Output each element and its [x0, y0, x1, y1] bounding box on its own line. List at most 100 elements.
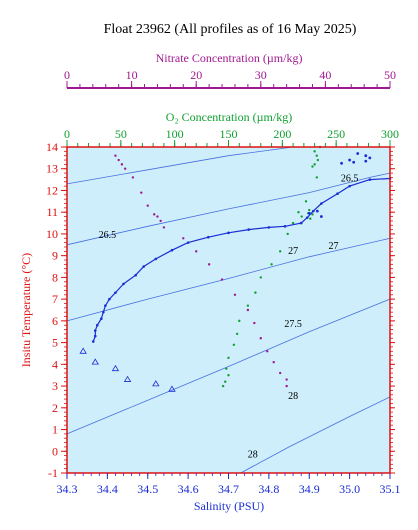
oxygen-tick-label: 100 — [166, 127, 184, 141]
salinity-point — [247, 228, 250, 231]
nitrate-tick-label: 10 — [126, 68, 138, 82]
salinity-point — [352, 160, 356, 164]
salinity-triangle-marker — [152, 380, 160, 387]
oxygen-point — [291, 221, 295, 225]
temperature-tick-label: 0 — [52, 444, 58, 458]
salinity-point — [368, 178, 372, 181]
salinity-axis-label: Salinity (PSU) — [194, 499, 264, 513]
salinity-triangle-marker — [91, 358, 99, 365]
temperature-tick-label: 8 — [52, 270, 58, 284]
oxygen-point — [309, 217, 312, 220]
salinity-point — [356, 152, 360, 155]
temperature-tick-label: 13 — [46, 162, 58, 176]
salinity-tick-label: 34.3 — [57, 482, 78, 496]
salinity-point — [186, 241, 190, 244]
salinity-point — [91, 340, 95, 343]
oxygen-point — [304, 200, 308, 203]
nitrate-point — [220, 278, 224, 281]
salinity-point — [315, 209, 319, 213]
oxygen-point — [224, 380, 227, 383]
density-label: 26.5 — [99, 230, 117, 241]
density-label: 27.5 — [284, 319, 302, 330]
salinity-point — [340, 161, 343, 165]
salinity-point — [267, 226, 271, 229]
oxygen-point — [238, 319, 241, 323]
oxygen-point — [259, 276, 262, 279]
salinity-tick-label: 34.6 — [178, 482, 199, 496]
salinity-axis: 34.3 34.4 34.5 34.6 34.7 34.8 34.9 35.0 35.1 — [57, 473, 401, 496]
density-label: 26.5 — [341, 173, 359, 184]
salinity-point — [134, 273, 137, 277]
salinity-point — [142, 265, 146, 268]
nitrate-tick-label: 0 — [64, 68, 70, 82]
temperature-tick-label: 7 — [52, 292, 58, 306]
salinity-triangle-marker — [111, 364, 120, 372]
salinity-point — [93, 334, 97, 338]
nitrate-point — [114, 154, 117, 157]
oxygen-point — [254, 291, 257, 294]
temperature-axis-label: Insitu Temperature (°C) — [19, 253, 33, 367]
density-contour — [240, 396, 391, 474]
salinity-profile-line — [92, 177, 391, 342]
density-contour — [66, 146, 294, 185]
nitrate-point — [195, 250, 198, 253]
oxygen-point — [311, 213, 314, 216]
temperature-tick-label: 2 — [52, 401, 58, 415]
oxygen-axis-label: O₂ Concentration (µm/kg) — [166, 110, 292, 124]
temperature-tick-label: 4 — [52, 357, 58, 371]
nitrate-point — [140, 191, 143, 194]
nitrate-point — [246, 308, 250, 312]
temperature-tick-label: 5 — [52, 336, 58, 350]
oxygen-axis: 0 50 100 150 200 250 300 — [64, 127, 399, 147]
nitrate-point — [156, 215, 159, 218]
nitrate-point — [182, 237, 185, 240]
density-label: 28 — [288, 391, 298, 402]
oxygen-point — [286, 232, 289, 236]
oxygen-point — [311, 165, 314, 168]
chart-title: Float 23962 (All profiles as of 16 May 2… — [104, 22, 357, 37]
temperature-tick-label: 1 — [52, 423, 58, 437]
oxygen-point — [270, 263, 273, 266]
oxygen-point — [232, 343, 236, 346]
salinity-point — [114, 291, 117, 294]
nitrate-point — [123, 167, 127, 170]
salinity-point — [320, 202, 323, 205]
salinity-tick-label: 34.9 — [299, 482, 320, 496]
nitrate-point — [266, 350, 269, 353]
temperature-tick-label: 14 — [46, 140, 58, 154]
salinity-triangle-marker — [123, 375, 132, 382]
salinity-point — [122, 282, 125, 286]
density-contour — [66, 237, 391, 322]
plot-area — [67, 147, 390, 473]
nitrate-point — [159, 219, 162, 223]
nitrate-tick-label: 40 — [319, 68, 331, 82]
salinity-point — [207, 235, 210, 239]
oxygen-point — [316, 158, 320, 162]
oxygen-tick-label: 250 — [327, 127, 345, 141]
temperature-tick-label: 12 — [46, 183, 58, 197]
oxygen-tick-label: 0 — [64, 127, 70, 141]
salinity-tick-label: 34.8 — [258, 482, 279, 496]
nitrate-point — [117, 158, 120, 162]
nitrate-point — [162, 226, 166, 229]
data-points — [79, 145, 392, 392]
oxygen-point — [225, 367, 228, 370]
nitrate-tick-label: 50 — [384, 68, 396, 82]
nitrate-point — [272, 360, 275, 364]
nitrate-axis: 0 10 20 30 40 50 — [64, 68, 396, 89]
oxygen-point — [297, 211, 300, 214]
salinity-point — [311, 209, 315, 213]
nitrate-tick-label: 30 — [255, 68, 267, 82]
oxygen-point — [315, 176, 318, 179]
oxygen-point — [235, 332, 239, 336]
nitrate-point — [285, 384, 288, 388]
oxygen-point — [227, 374, 230, 377]
density-label: 27 — [288, 246, 298, 257]
nitrate-axis-label: Nitrate Concentration (µm/kg) — [156, 51, 303, 65]
nitrate-tick-label: 20 — [190, 68, 202, 82]
nitrate-point — [146, 204, 149, 207]
salinity-triangle-marker — [168, 385, 176, 392]
salinity-point — [283, 225, 287, 228]
